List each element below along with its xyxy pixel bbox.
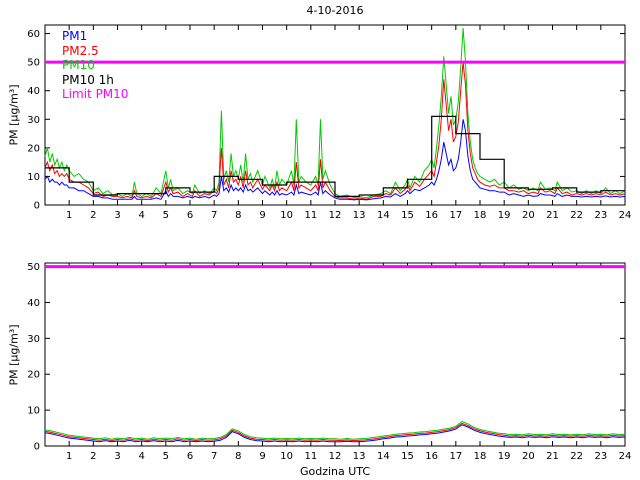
x-tick-label: 14 <box>377 451 390 462</box>
y-tick-label: 40 <box>27 86 40 97</box>
x-tick-label: 8 <box>235 451 241 462</box>
x-tick-label: 3 <box>114 210 120 221</box>
top-y-axis-label: PM [µg/m³] <box>7 84 21 146</box>
y-tick-label: 50 <box>27 262 40 273</box>
x-tick-label: 4 <box>138 451 144 462</box>
x-tick-label: 13 <box>353 210 366 221</box>
x-tick-label: 10 <box>280 210 293 221</box>
x-tick-label: 1 <box>66 210 72 221</box>
x-tick-label: 20 <box>522 210 535 221</box>
x-tick-label: 5 <box>163 210 169 221</box>
legend-entry-limit-pm10: Limit PM10 <box>62 87 129 101</box>
series-line-PM10 <box>44 27 626 199</box>
plot-box <box>44 24 626 206</box>
bottom-plot: 1 2 3 4 5 6 7 8 9 10 11 12 13 14 15 16 17 18 19 20 21 22 23 240… <box>27 262 631 462</box>
x-tick-label: 2 <box>90 210 96 221</box>
x-tick-label: 22 <box>570 210 583 221</box>
plot-box <box>44 262 626 447</box>
y-tick-label: 60 <box>27 29 40 40</box>
y-tick-label: 10 <box>27 406 40 417</box>
x-tick-label: 20 <box>522 451 535 462</box>
y-tick-label: 50 <box>27 58 40 69</box>
ticks <box>45 25 626 206</box>
top-plot: 1 2 3 4 5 6 7 8 9 10 11 12 13 14 15 16 17 18 19 20 21 22 23 240… <box>27 24 631 221</box>
x-tick-label: 9 <box>259 210 265 221</box>
x-tick-label: 8 <box>235 210 241 221</box>
y-tick-label: 10 <box>27 172 40 183</box>
x-tick-label: 13 <box>353 451 366 462</box>
series-line-PM1 <box>44 424 626 443</box>
x-tick-label: 12 <box>329 210 342 221</box>
x-tick-label: 15 <box>401 210 414 221</box>
x-tick-label: 21 <box>546 451 559 462</box>
x-tick-label: 23 <box>594 451 607 462</box>
x-tick-label: 16 <box>425 210 438 221</box>
legend-entry-pm10-1h: PM10 1h <box>62 72 114 87</box>
x-tick-label: 16 <box>425 451 438 462</box>
tick-labels: 1 2 3 4 5 6 7 8 9 10 11 12 13 14 15 16 17 18 19 20 21 22 23 240… <box>27 29 631 221</box>
y-tick-label: 20 <box>27 370 40 381</box>
x-tick-label: 12 <box>329 451 342 462</box>
x-tick-label: 9 <box>259 451 265 462</box>
bottom-y-axis-label: PM [µg/m³] <box>7 324 21 386</box>
x-tick-label: 3 <box>114 451 120 462</box>
legend: PM1 PM2.5 PM10 PM10 1h Limit PM10 <box>62 29 128 102</box>
y-tick-label: 30 <box>27 334 40 345</box>
x-tick-label: 15 <box>401 451 414 462</box>
x-tick-label: 7 <box>211 451 217 462</box>
y-tick-label: 0 <box>34 201 40 212</box>
x-tick-label: 18 <box>474 210 487 221</box>
x-tick-label: 7 <box>211 210 217 221</box>
x-tick-label: 17 <box>449 451 462 462</box>
legend-entry-pm10: PM10 <box>62 58 95 72</box>
x-tick-label: 4 <box>138 210 144 221</box>
legend-entry-pm2.5: PM2.5 <box>62 43 99 58</box>
x-tick-label: 17 <box>449 210 462 221</box>
x-tick-label: 21 <box>546 210 559 221</box>
y-tick-label: 40 <box>27 298 40 309</box>
series-line-PM10 <box>44 421 626 440</box>
y-tick-label: 20 <box>27 143 40 154</box>
x-tick-label: 5 <box>163 451 169 462</box>
x-tick-label: 1 <box>66 451 72 462</box>
series-line-PM2.5 <box>44 422 626 442</box>
legend-entry-pm1: PM1 <box>62 29 88 43</box>
series-line-PM2.5 <box>44 62 626 200</box>
x-tick-label: 24 <box>619 451 632 462</box>
x-tick-label: 19 <box>498 210 511 221</box>
x-tick-label: 10 <box>280 451 293 462</box>
x-tick-label: 2 <box>90 451 96 462</box>
chart-title: 4-10-2016 <box>306 4 364 17</box>
x-tick-label: 18 <box>474 451 487 462</box>
x-tick-label: 23 <box>594 210 607 221</box>
x-tick-label: 11 <box>304 451 317 462</box>
series-line-PM1 <box>44 119 626 201</box>
x-tick-label: 22 <box>570 451 583 462</box>
x-tick-label: 19 <box>498 451 511 462</box>
x-tick-label: 6 <box>187 210 193 221</box>
x-tick-label: 24 <box>619 210 632 221</box>
y-tick-label: 30 <box>27 115 40 126</box>
series-step-line <box>45 115 625 197</box>
x-axis-label: Godzina UTC <box>299 465 371 478</box>
tick-labels: 1 2 3 4 5 6 7 8 9 10 11 12 13 14 15 16 17 18 19 20 21 22 23 240… <box>27 262 631 462</box>
x-tick-label: 14 <box>377 210 390 221</box>
y-tick-label: 0 <box>34 442 40 453</box>
x-tick-label: 11 <box>304 210 317 221</box>
x-tick-label: 6 <box>187 451 193 462</box>
